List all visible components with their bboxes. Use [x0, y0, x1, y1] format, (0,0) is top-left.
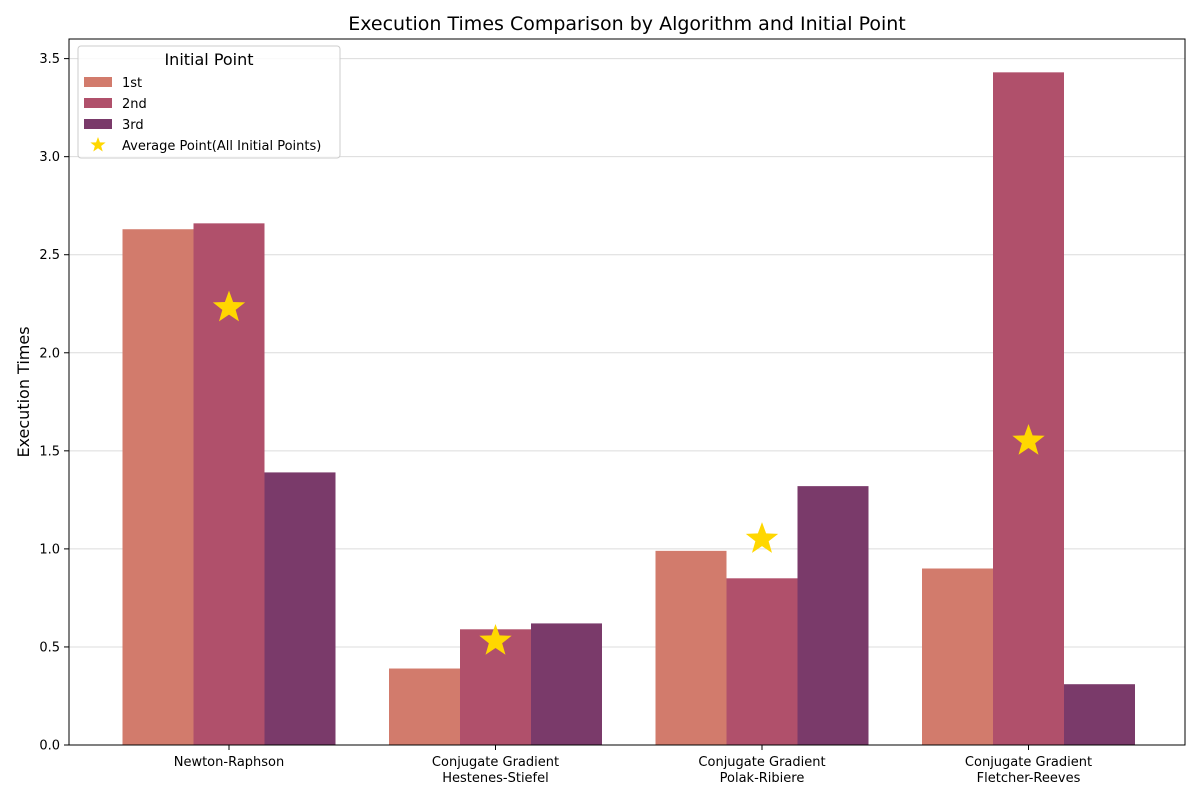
x-tick-label: Conjugate Gradient Fletcher-Reeves	[965, 755, 1092, 786]
average-star-marker	[479, 624, 512, 655]
legend-title: Initial Point	[164, 50, 253, 69]
average-markers-group	[212, 290, 1045, 655]
bar	[1064, 684, 1135, 745]
bars-group	[122, 72, 1135, 746]
bar	[122, 229, 194, 745]
y-tick-label: 1.0	[39, 542, 60, 557]
average-star-marker	[1012, 424, 1045, 455]
bar	[726, 578, 798, 745]
legend-label: 2nd	[122, 97, 147, 112]
x-axis: Newton-Raphson Conjugate Gradient Hestenes…	[174, 745, 1092, 786]
bar	[389, 668, 460, 745]
x-tick-label: Newton-Raphson	[174, 755, 285, 770]
plot-frame	[68, 38, 1186, 746]
bar	[460, 629, 531, 745]
legend: Initial Point 1st 2nd 3rd Average Point(All …	[77, 45, 341, 159]
chart-title: Execution Times Comparison by Algorithm …	[348, 13, 906, 35]
bar	[993, 72, 1064, 746]
bar	[264, 472, 336, 745]
legend-label: Average Point(All Initial Points)	[122, 139, 321, 154]
y-tick-label: 0.0	[39, 739, 60, 754]
legend-swatch	[84, 98, 112, 108]
y-tick-label: 2.0	[39, 346, 60, 361]
legend-swatch	[84, 119, 112, 129]
average-star-marker	[212, 290, 246, 322]
legend-label: 3rd	[122, 118, 144, 133]
y-tick-label: 3.5	[39, 52, 60, 67]
bar	[922, 568, 993, 745]
y-axis: 0.0 0.5 1.0 1.5 2.0 2.5 3.0 3.5	[39, 52, 69, 754]
y-tick-label: 2.5	[39, 248, 60, 263]
y-tick-label: 1.5	[39, 444, 60, 459]
x-tick-label: Conjugate Gradient Hestenes-Stiefel	[432, 755, 559, 786]
bar	[655, 550, 727, 745]
legend-label: 1st	[122, 76, 142, 91]
legend-box	[77, 45, 341, 159]
bar	[531, 623, 602, 745]
average-star-marker	[745, 522, 779, 553]
y-tick-label: 3.0	[39, 150, 60, 165]
legend-swatch	[84, 77, 112, 87]
x-tick-label: Conjugate Gradient Polak-Ribiere	[698, 755, 825, 786]
legend-star-icon	[90, 137, 106, 152]
y-tick-label: 0.5	[39, 640, 60, 655]
y-axis-title: Execution Times	[14, 326, 33, 457]
bar	[797, 486, 869, 745]
